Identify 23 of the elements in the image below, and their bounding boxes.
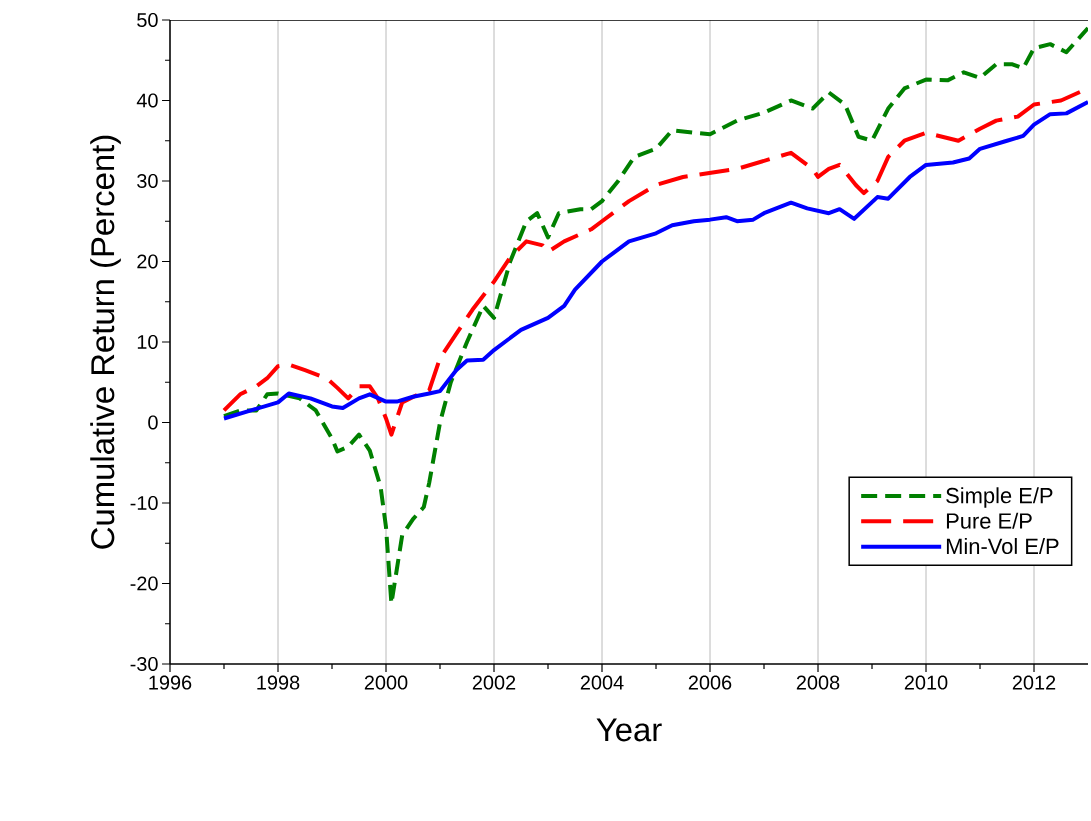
x-tick-label: 2000: [364, 675, 408, 690]
x-tick-label: 2012: [1012, 675, 1056, 690]
x-tick-label: 1998: [257, 675, 300, 690]
legend-label: Min-Vol E/P: [946, 537, 1059, 555]
y-tick-label: 50: [137, 12, 158, 28]
x-tick-label: 2008: [796, 675, 840, 690]
y-tick-label: -10: [130, 495, 158, 511]
y-tick-label: 10: [137, 334, 158, 350]
y-tick-label: -30: [130, 656, 158, 672]
x-axis-title: Year: [596, 718, 662, 742]
x-tick-label: 1996: [149, 675, 192, 690]
y-tick-label: 0: [148, 415, 158, 430]
x-tick-label: 2004: [580, 675, 624, 690]
y-tick-label: -20: [130, 576, 158, 591]
x-tick-label: 2002: [472, 675, 516, 690]
y-tick-label: 40: [136, 93, 158, 108]
x-tick-label: 2006: [688, 675, 732, 690]
y-tick-label: 20: [137, 254, 158, 269]
legend-label: Simple E/P: [946, 487, 1053, 508]
x-tick-label: 2010: [904, 675, 948, 690]
legend-label: Pure E/P: [946, 512, 1032, 529]
y-axis-title: Cumulative Return (Percent): [90, 135, 121, 549]
y-tick-label: 30: [137, 173, 158, 189]
